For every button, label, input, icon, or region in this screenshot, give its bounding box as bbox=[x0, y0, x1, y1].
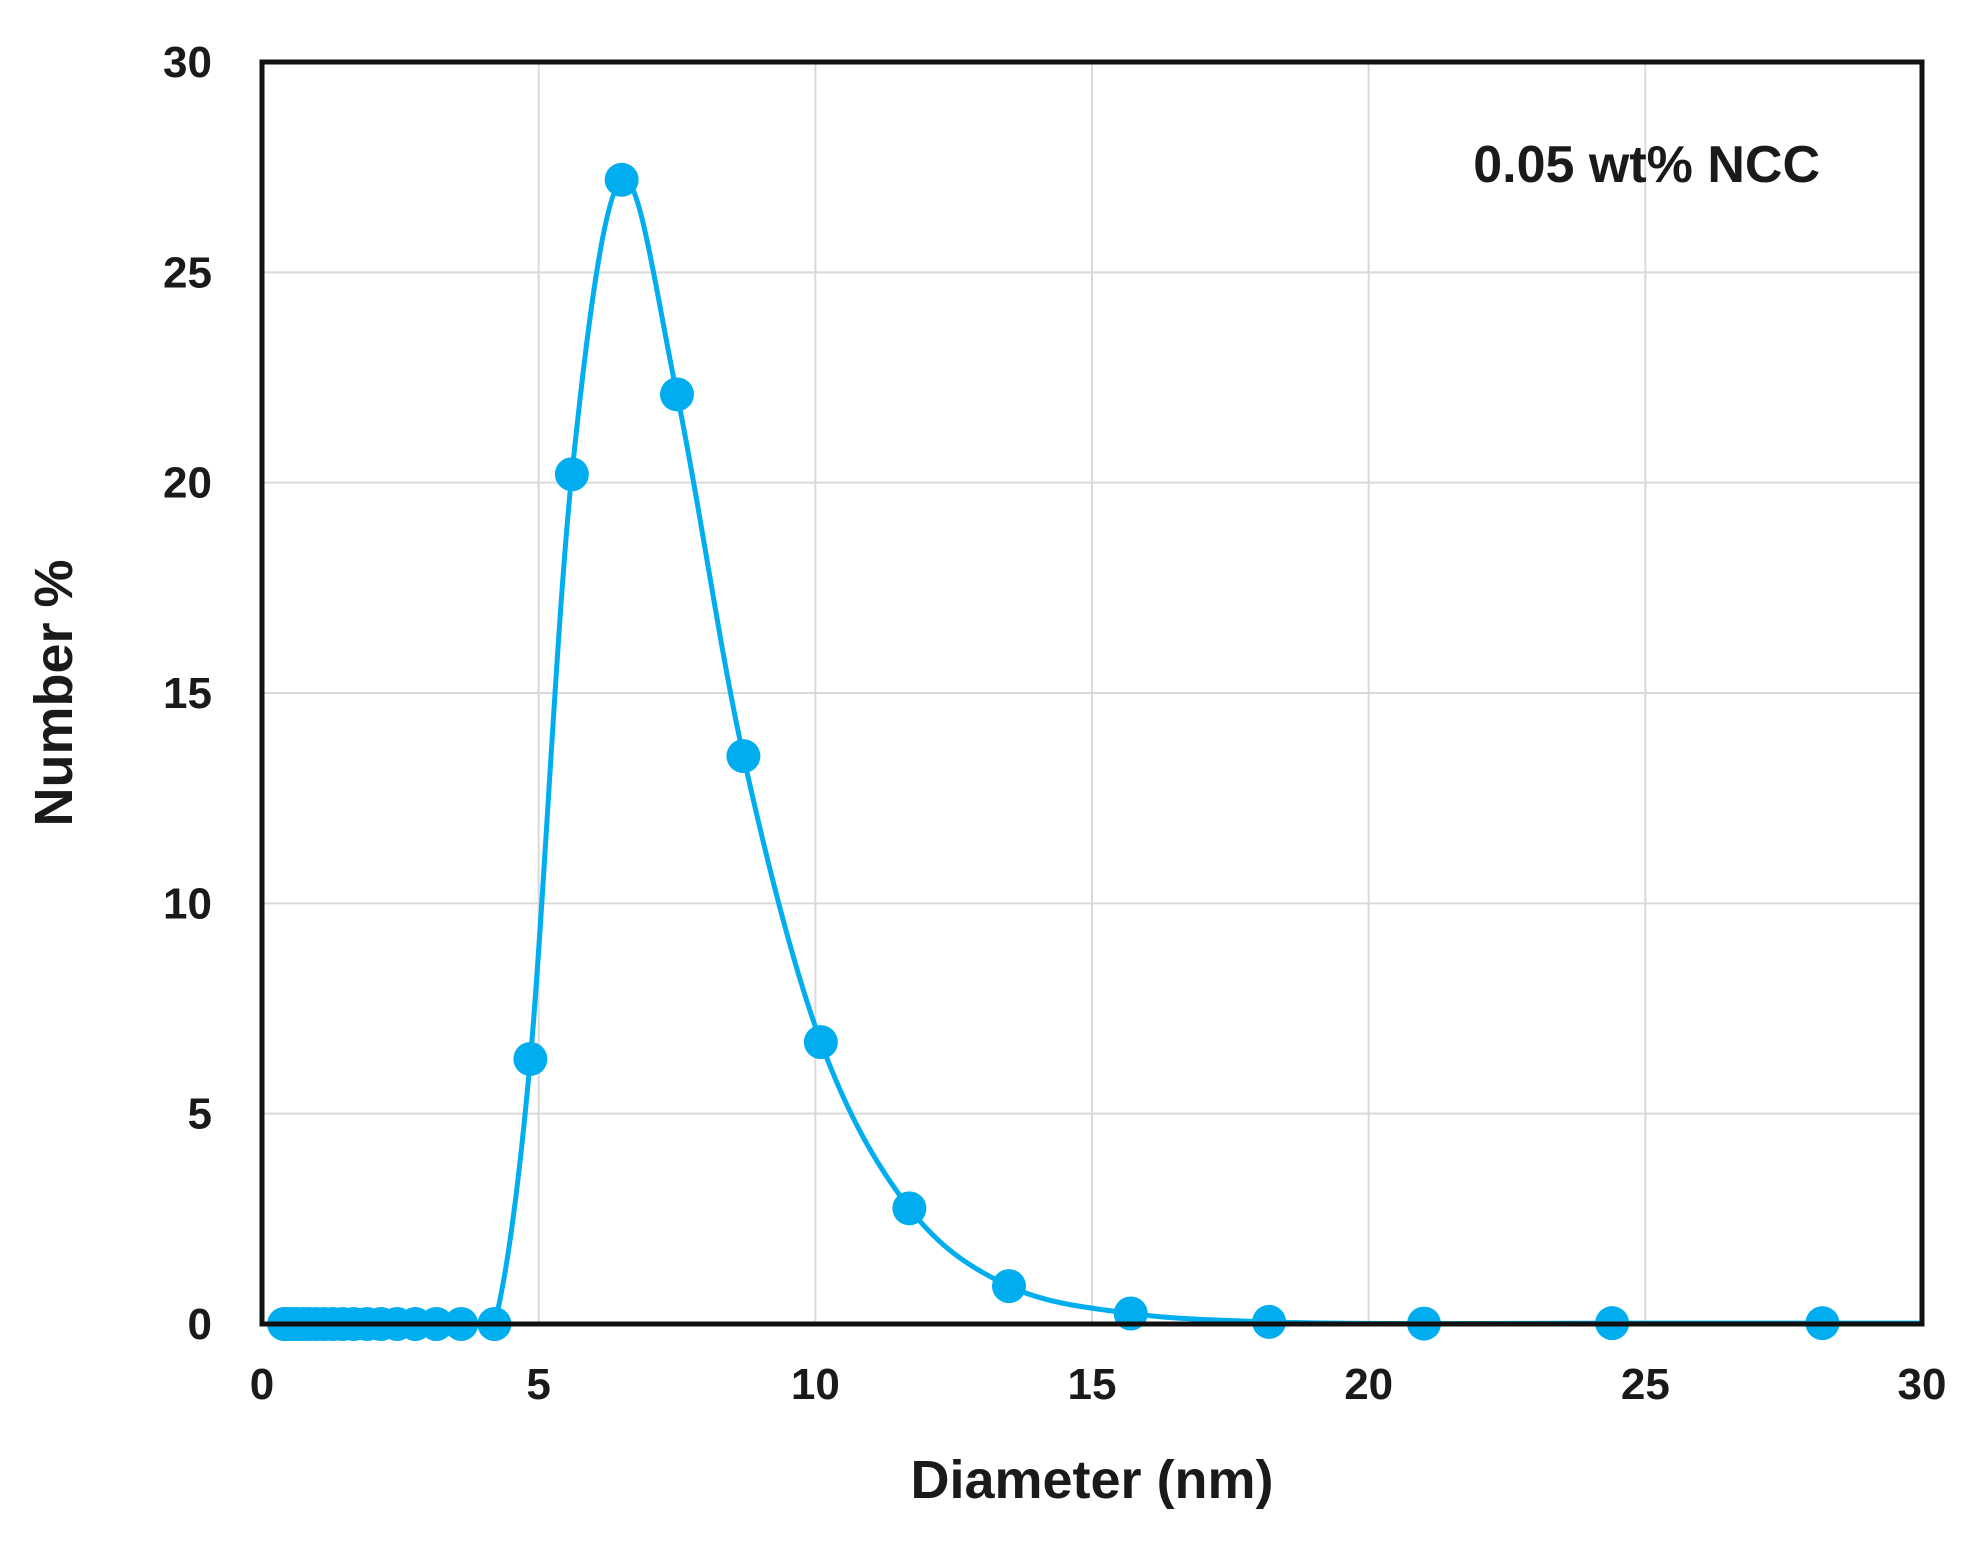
y-tick-label: 10 bbox=[163, 879, 212, 928]
x-tick-label: 25 bbox=[1621, 1360, 1670, 1409]
sample-annotation: 0.05 wt% NCC bbox=[1473, 136, 1820, 194]
y-tick-label: 25 bbox=[163, 248, 212, 297]
y-tick-label: 0 bbox=[188, 1300, 212, 1349]
x-tick-label: 0 bbox=[250, 1360, 274, 1409]
x-tick-label: 10 bbox=[791, 1360, 840, 1409]
y-tick-label: 20 bbox=[163, 459, 212, 508]
x-axis-title: Diameter (nm) bbox=[910, 1450, 1273, 1510]
x-tick-label: 5 bbox=[526, 1360, 550, 1409]
series-layer bbox=[267, 162, 1922, 1341]
data-point bbox=[513, 1041, 548, 1076]
x-tick-label: 15 bbox=[1068, 1360, 1117, 1409]
data-point bbox=[726, 739, 761, 774]
x-tick-label: 20 bbox=[1344, 1360, 1393, 1409]
x-tick-label: 30 bbox=[1898, 1360, 1947, 1409]
tick-labels: 0 5 10 15 20 25 30 0 5 10 15 20 25 30 bbox=[163, 38, 1946, 1409]
y-tick-label: 5 bbox=[188, 1090, 212, 1139]
data-point bbox=[892, 1191, 927, 1226]
gridlines bbox=[262, 62, 1922, 1324]
data-point bbox=[660, 377, 694, 412]
y-tick-label: 30 bbox=[163, 38, 212, 87]
y-tick-label: 15 bbox=[163, 669, 212, 718]
data-point bbox=[554, 457, 589, 492]
data-point bbox=[992, 1269, 1026, 1304]
plot-frame bbox=[259, 59, 1925, 1327]
y-axis-title: Number % bbox=[24, 559, 84, 826]
series-line bbox=[284, 176, 1922, 1327]
data-point bbox=[604, 162, 639, 197]
data-point bbox=[803, 1025, 838, 1060]
